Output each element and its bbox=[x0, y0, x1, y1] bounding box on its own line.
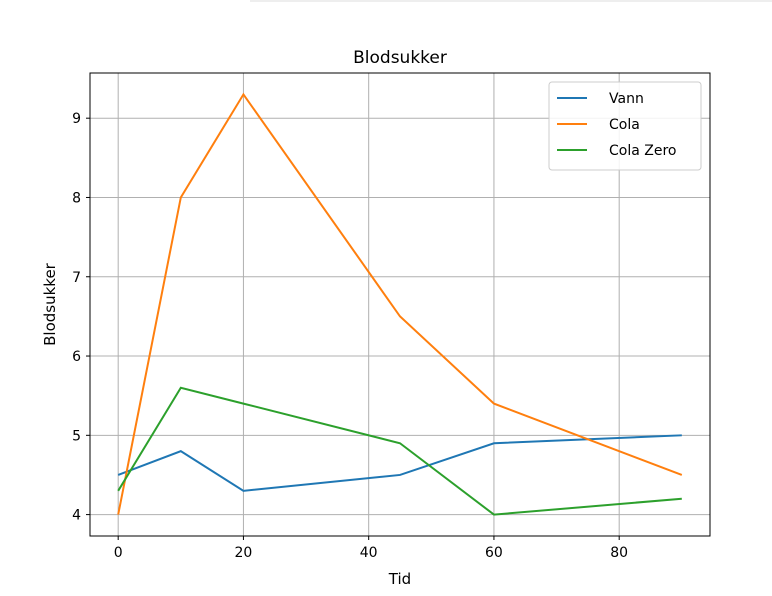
x-tick-label: 80 bbox=[610, 545, 628, 561]
plot-area-frame bbox=[89, 72, 711, 537]
legend-label: Vann bbox=[609, 91, 644, 107]
x-tick-label: 40 bbox=[360, 545, 378, 561]
legend: Vann Cola Cola Zero bbox=[548, 81, 702, 171]
series-lines bbox=[117, 92, 683, 516]
series-line-cola-zero bbox=[117, 386, 682, 516]
y-axis-label: Blodsukker bbox=[41, 262, 59, 346]
series-line-vann bbox=[117, 434, 682, 492]
x-tick-label: 60 bbox=[485, 545, 503, 561]
y-tick-label: 6 bbox=[72, 349, 81, 365]
y-tick-label: 5 bbox=[72, 428, 81, 444]
x-axis-label: Tid bbox=[388, 570, 411, 588]
top-divider bbox=[250, 0, 772, 2]
chart-title: Blodsukker bbox=[353, 48, 447, 68]
series-line-cola bbox=[117, 92, 683, 515]
x-tick-label: 20 bbox=[235, 545, 253, 561]
axis-ticks: 0 20 40 60 80 4 5 6 7 8 9 bbox=[72, 111, 628, 561]
legend-label: Cola bbox=[609, 117, 640, 133]
legend-label: Cola Zero bbox=[609, 143, 676, 159]
y-tick-label: 7 bbox=[72, 270, 81, 286]
x-tick-label: 0 bbox=[114, 545, 123, 561]
y-tick-label: 4 bbox=[72, 508, 81, 524]
y-tick-label: 8 bbox=[72, 190, 81, 206]
y-tick-label: 9 bbox=[72, 111, 81, 127]
legend-box bbox=[548, 81, 702, 171]
